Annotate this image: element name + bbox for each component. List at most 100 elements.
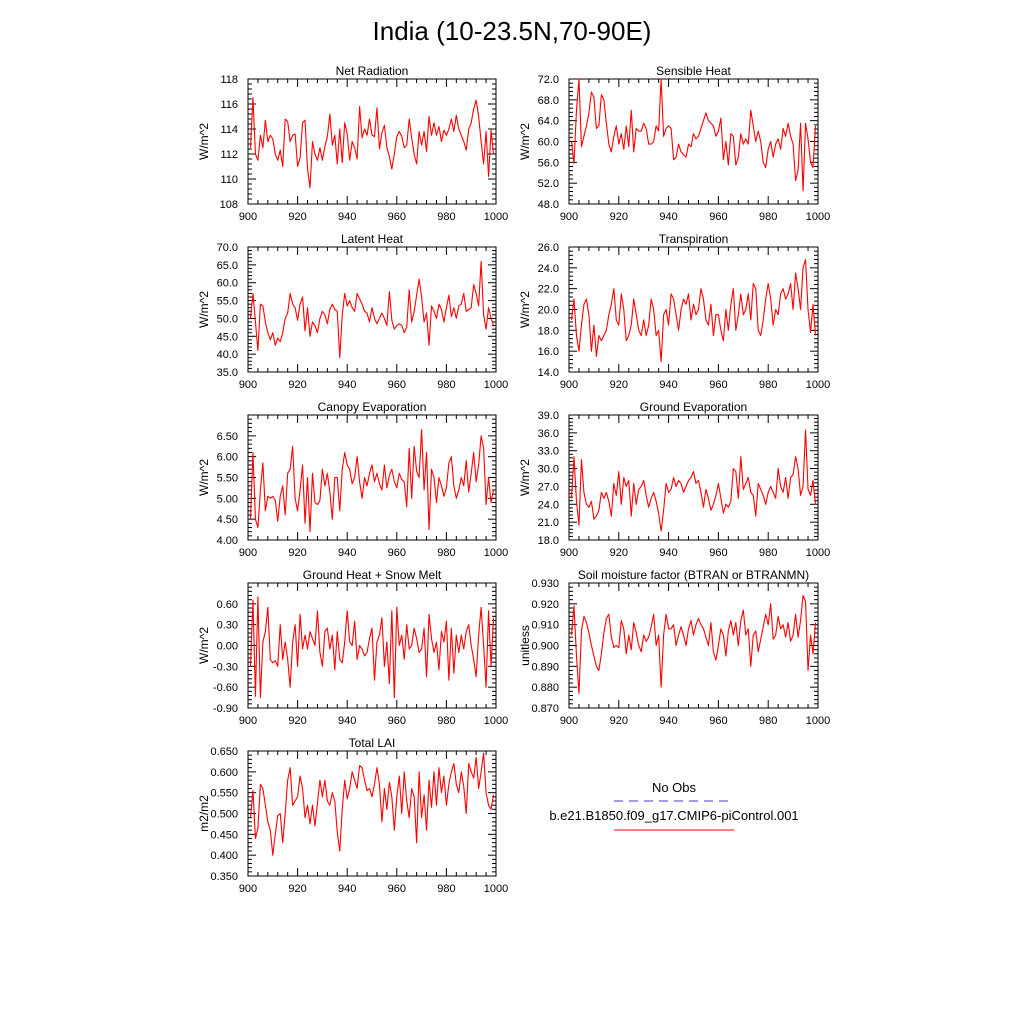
panel-ground-heat-snow-melt: Ground Heat + Snow Melt W/m^2 900 920 940 960… (197, 568, 508, 727)
y-tick-label: 16.0 (538, 346, 559, 358)
panel-title: Canopy Evaporation (318, 400, 427, 414)
x-tick-label: 900 (239, 211, 257, 223)
y-tick-label: 6.50 (217, 431, 238, 443)
y-axis-label: W/m^2 (518, 459, 532, 496)
x-tick-label: 900 (239, 715, 257, 727)
x-tick-label: 1000 (484, 211, 508, 223)
x-tick-label: 940 (659, 211, 677, 223)
y-tick-label: 22.0 (538, 284, 559, 296)
y-tick-label: 39.0 (538, 410, 559, 422)
y-tick-label: 26.0 (538, 242, 559, 254)
x-tick-label: 1000 (484, 883, 508, 895)
y-tick-label: 24.0 (538, 499, 559, 511)
x-tick-label: 980 (437, 547, 455, 559)
y-tick-label: 118 (220, 74, 238, 86)
y-tick-label: 5.00 (217, 493, 238, 505)
x-tick-label: 960 (709, 547, 727, 559)
x-tick-label: 940 (338, 883, 356, 895)
y-tick-label: 20.0 (538, 305, 559, 317)
x-tick-label: 960 (709, 211, 727, 223)
x-tick-label: 900 (560, 211, 578, 223)
y-axis-label: W/m^2 (197, 459, 211, 496)
y-tick-label: 0.870 (531, 703, 559, 715)
panel-title: Net Radiation (336, 64, 409, 78)
x-tick-label: 920 (288, 883, 306, 895)
y-axis-label: unitless (518, 625, 532, 666)
panel-title: Soil moisture factor (BTRAN or BTRANMN) (578, 568, 809, 582)
x-tick-label: 920 (288, 211, 306, 223)
panel-latent-heat: Latent Heat W/m^2 900 920 940 960 980 1000 35.0 4… (197, 232, 508, 391)
y-tick-label: 4.00 (217, 535, 238, 547)
x-tick-label: 1000 (484, 715, 508, 727)
y-tick-label: 0.930 (531, 578, 559, 590)
series-line (570, 78, 817, 192)
series-line (570, 594, 817, 694)
y-tick-label: 64.0 (538, 116, 559, 128)
y-tick-label: 48.0 (538, 199, 559, 211)
y-tick-label: 108 (220, 199, 238, 211)
y-axis-label: W/m^2 (197, 627, 211, 664)
x-tick-label: 1000 (806, 715, 830, 727)
y-tick-label: 0.550 (210, 788, 238, 800)
x-tick-label: 980 (437, 883, 455, 895)
series-line (249, 596, 495, 699)
y-tick-label: 52.0 (538, 178, 559, 190)
y-tick-label: 35.0 (217, 367, 238, 379)
x-tick-label: 960 (709, 715, 727, 727)
x-tick-label: 980 (759, 547, 777, 559)
y-tick-label: 33.0 (538, 446, 559, 458)
x-tick-label: 1000 (806, 211, 830, 223)
x-tick-label: 980 (759, 715, 777, 727)
x-tick-label: 940 (338, 379, 356, 391)
x-tick-label: 960 (709, 379, 727, 391)
plot-frame (568, 78, 819, 205)
y-tick-label: 0.00 (217, 641, 238, 653)
y-tick-label: 68.0 (538, 95, 559, 107)
x-tick-label: 920 (288, 547, 306, 559)
x-tick-label: 1000 (484, 547, 508, 559)
y-tick-label: 24.0 (538, 263, 559, 275)
x-tick-label: 940 (659, 547, 677, 559)
x-tick-label: 960 (388, 883, 406, 895)
x-tick-label: 960 (388, 379, 406, 391)
x-tick-label: 980 (437, 379, 455, 391)
series-line (249, 97, 495, 189)
y-tick-label: 18.0 (538, 535, 559, 547)
y-tick-label: 30.0 (538, 464, 559, 476)
plot-frame (568, 582, 819, 709)
x-tick-label: 980 (759, 211, 777, 223)
y-axis-label: m2/m2 (197, 795, 211, 832)
x-tick-label: 940 (338, 211, 356, 223)
y-tick-label: 0.30 (217, 620, 238, 632)
y-tick-label: 114 (220, 124, 238, 136)
y-tick-label: -0.90 (213, 703, 238, 715)
y-tick-label: 0.400 (210, 850, 238, 862)
x-tick-label: 1000 (806, 547, 830, 559)
series-line (249, 260, 495, 359)
y-tick-label: 0.910 (531, 620, 559, 632)
x-tick-label: 900 (239, 379, 257, 391)
figure-title: India (10-23.5N,70-90E) (373, 16, 652, 46)
y-tick-label: 0.600 (210, 767, 238, 779)
y-tick-label: 0.650 (210, 746, 238, 758)
series-line (570, 258, 817, 363)
x-tick-label: 920 (610, 211, 628, 223)
x-tick-label: 980 (437, 715, 455, 727)
panel-transpiration: Transpiration W/m^2 900 920 940 960 980 1000 14.… (518, 232, 830, 391)
y-tick-label: 0.450 (210, 829, 238, 841)
y-tick-label: 27.0 (538, 481, 559, 493)
y-tick-label: 4.50 (217, 514, 238, 526)
y-tick-label: 5.50 (217, 473, 238, 485)
x-tick-label: 1000 (484, 379, 508, 391)
y-tick-label: 6.00 (217, 452, 238, 464)
y-tick-label: 112 (220, 149, 238, 161)
series-line (570, 429, 817, 532)
x-tick-label: 920 (610, 547, 628, 559)
y-tick-label: 72.0 (538, 74, 559, 86)
panel-title: Transpiration (659, 232, 729, 246)
legend: No Obs b.e21.B1850.f09_g17.CMIP6-piContr… (549, 780, 799, 831)
y-tick-label: 36.0 (538, 428, 559, 440)
x-tick-label: 960 (388, 547, 406, 559)
x-tick-label: 940 (659, 715, 677, 727)
